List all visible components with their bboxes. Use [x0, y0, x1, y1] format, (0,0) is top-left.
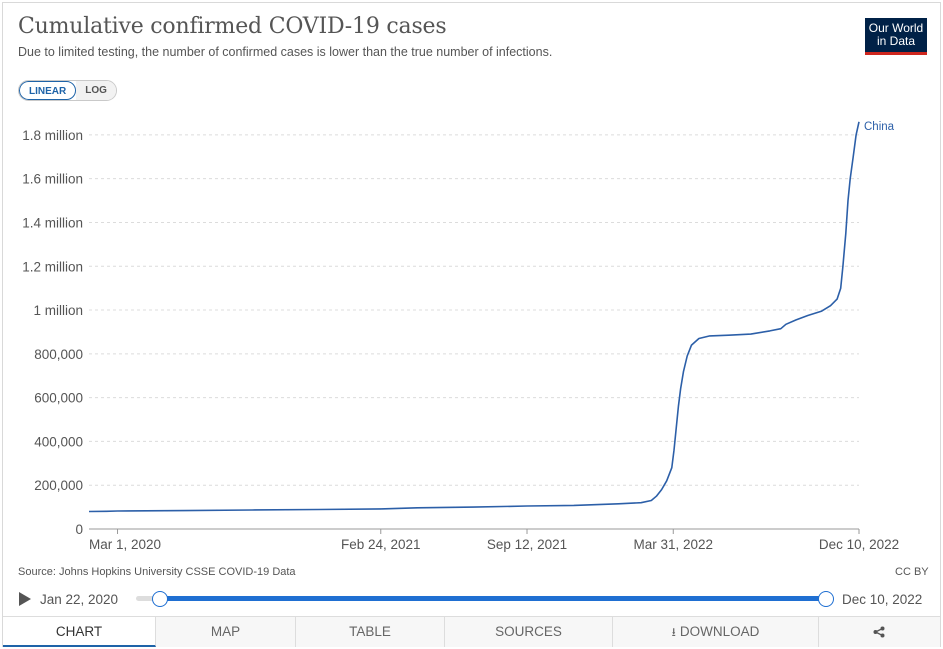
share-icon	[873, 626, 885, 638]
line-chart: 0 200,000 400,000 600,000 800,000 1 million 1.…	[22, 121, 899, 552]
scale-toggle: LINEAR LOG	[18, 80, 117, 101]
tab-download-label: DOWNLOAD	[679, 624, 760, 639]
y-tick-label: 1 million	[33, 303, 83, 318]
source-note[interactable]: Source: Johns Hopkins University CSSE CO…	[18, 566, 296, 578]
play-icon[interactable]	[19, 592, 31, 606]
linear-scale-button[interactable]: LINEAR	[19, 81, 77, 100]
y-tick-label: 1.4 million	[22, 215, 83, 230]
share-button[interactable]	[819, 617, 939, 647]
timeline-end-date: Dec 10, 2022	[842, 592, 923, 607]
x-tick-label: Sep 12, 2021	[487, 537, 567, 552]
chart-subtitle: Due to limited testing, the number of co…	[18, 45, 553, 59]
x-tick-label: Feb 24, 2021	[341, 537, 421, 552]
timeline-end-handle[interactable]	[818, 591, 834, 607]
tab-sources[interactable]: SOURCES	[445, 617, 613, 647]
y-tick-label: 1.6 million	[22, 172, 83, 187]
owid-logo[interactable]: Our World in Data	[865, 18, 927, 55]
series-line-china[interactable]	[88, 121, 860, 513]
series-label-china[interactable]: China	[864, 121, 895, 133]
timeline-slider-range	[160, 596, 826, 601]
y-tick-label: 200,000	[34, 478, 83, 493]
tab-table[interactable]: TABLE	[296, 617, 445, 647]
tab-chart[interactable]: CHART	[3, 617, 156, 647]
tab-bar: CHART MAP TABLE SOURCES ⭳ DOWNLOAD	[3, 616, 940, 647]
timeline-start-handle[interactable]	[152, 591, 168, 607]
timeline-start-date: Jan 22, 2020	[40, 592, 119, 607]
y-tick-label: 1.2 million	[22, 259, 83, 274]
license-label[interactable]: CC BY	[895, 566, 929, 578]
tab-download[interactable]: ⭳ DOWNLOAD	[613, 617, 819, 647]
logo-line-2: in Data	[876, 34, 916, 48]
y-tick-label: 400,000	[34, 434, 83, 449]
x-tick-label: Dec 10, 2022	[819, 537, 899, 552]
y-tick-label: 800,000	[34, 347, 83, 362]
y-tick-label: 1.8 million	[22, 128, 83, 143]
y-tick-label: 600,000	[34, 391, 83, 406]
chart-title: Cumulative confirmed COVID-19 cases	[18, 14, 447, 39]
x-tick-label: Mar 31, 2022	[633, 537, 713, 552]
log-scale-button[interactable]: LOG	[76, 81, 116, 100]
download-icon: ⭳	[671, 625, 676, 639]
logo-line-1: Our World	[868, 21, 924, 35]
x-tick-label: Mar 1, 2020	[89, 537, 161, 552]
tab-map[interactable]: MAP	[156, 617, 296, 647]
y-tick-label: 0	[75, 522, 83, 537]
source-text: Source: Johns Hopkins University CSSE CO…	[18, 566, 296, 578]
